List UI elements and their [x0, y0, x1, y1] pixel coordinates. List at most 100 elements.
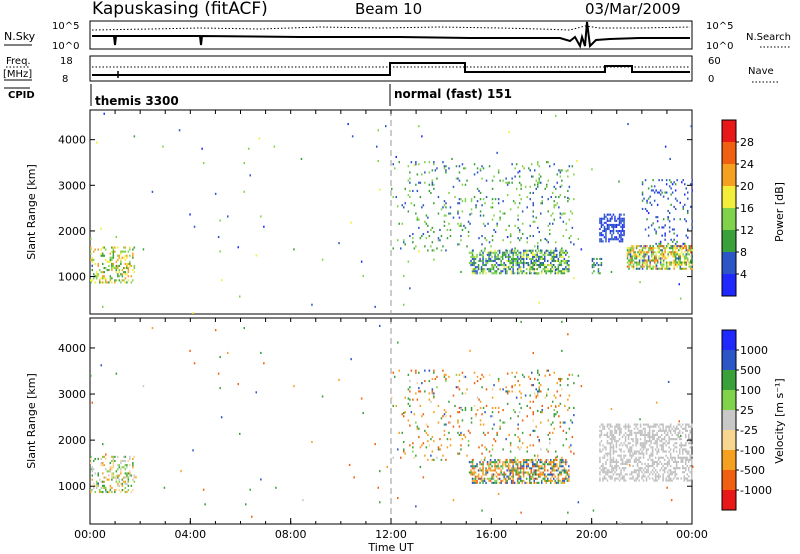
data-cell	[431, 392, 434, 395]
data-cell	[553, 257, 555, 260]
data-cell	[455, 177, 458, 180]
data-cell	[112, 250, 115, 253]
data-cell	[630, 429, 633, 432]
data-cell	[509, 442, 512, 445]
data-cell	[111, 478, 113, 481]
data-cell	[120, 258, 122, 261]
data-cell	[556, 272, 558, 275]
data-cell	[691, 454, 693, 457]
data-cell	[535, 258, 537, 261]
data-cell	[521, 479, 523, 482]
data-cell	[421, 415, 423, 418]
data-cell	[418, 125, 420, 128]
data-cell	[682, 253, 684, 256]
data-cell	[457, 411, 459, 414]
data-cell	[404, 411, 406, 414]
data-cell	[431, 169, 434, 172]
data-cell	[591, 266, 594, 269]
data-cell	[614, 223, 616, 226]
data-cell	[670, 253, 672, 256]
data-cell	[689, 425, 691, 428]
data-cell	[554, 475, 556, 478]
data-cell	[100, 227, 102, 230]
data-cell	[685, 425, 687, 428]
data-cell	[505, 181, 507, 184]
data-cell	[495, 266, 498, 269]
data-cell	[488, 253, 490, 256]
data-cell	[535, 187, 537, 190]
data-cell	[504, 473, 507, 476]
data-cell	[484, 411, 486, 414]
data-cell	[629, 431, 631, 434]
data-cell	[495, 270, 498, 273]
data-cell	[668, 261, 671, 264]
data-cell	[547, 450, 549, 453]
data-cell	[481, 235, 483, 238]
data-cell	[479, 251, 481, 254]
data-cell	[374, 305, 376, 308]
data-cell	[627, 423, 630, 426]
data-cell	[442, 415, 444, 418]
data-cell	[618, 234, 621, 237]
data-cell	[623, 219, 625, 222]
data-cell	[544, 461, 546, 464]
data-cell	[494, 198, 497, 201]
data-cell	[91, 260, 93, 263]
data-cell	[668, 475, 670, 478]
data-cell	[512, 479, 514, 482]
data-cell	[537, 163, 539, 166]
data-cell	[599, 433, 601, 436]
colorbar-swatch	[722, 430, 736, 450]
data-cell	[460, 433, 462, 436]
data-cell	[620, 450, 622, 453]
data-cell	[106, 269, 109, 272]
data-cell	[536, 268, 538, 271]
data-cell	[614, 219, 616, 222]
data-cell	[599, 240, 601, 243]
data-cell	[660, 462, 663, 465]
data-cell	[525, 459, 528, 462]
data-cell	[652, 251, 654, 254]
data-cell	[617, 425, 619, 428]
data-cell	[512, 270, 514, 273]
data-cell	[509, 249, 511, 252]
data-cell	[641, 191, 644, 194]
data-cell	[112, 462, 115, 465]
data-cell	[509, 255, 511, 258]
data-cell	[501, 479, 504, 482]
data-cell	[646, 201, 648, 204]
data-cell	[510, 266, 513, 269]
data-cell	[449, 212, 452, 215]
data-cell	[552, 212, 554, 215]
data-cell	[689, 456, 691, 459]
data-cell	[117, 275, 119, 278]
beam-title: Beam 10	[355, 0, 422, 18]
data-cell	[478, 446, 480, 449]
data-cell	[445, 169, 447, 172]
data-cell	[560, 459, 563, 462]
data-cell	[535, 469, 537, 472]
data-cell	[688, 249, 690, 252]
data-cell	[671, 247, 674, 250]
data-cell	[643, 251, 645, 254]
data-cell	[611, 429, 613, 432]
data-cell	[635, 263, 638, 266]
data-cell	[691, 265, 693, 268]
data-cell	[686, 429, 688, 432]
data-cell	[565, 228, 568, 231]
data-cell	[509, 465, 511, 468]
data-cell	[638, 467, 640, 470]
data-cell	[656, 452, 658, 455]
data-cell	[635, 460, 637, 463]
data-cell	[652, 222, 654, 225]
data-cell	[553, 409, 555, 412]
data-cell	[489, 251, 492, 254]
data-cell	[541, 272, 543, 275]
data-cell	[644, 253, 647, 256]
data-cell	[665, 433, 667, 436]
data-cell	[682, 456, 684, 459]
data-cell	[651, 433, 654, 436]
data-cell	[630, 477, 633, 480]
data-cell	[90, 462, 92, 465]
data-cell	[497, 411, 500, 414]
